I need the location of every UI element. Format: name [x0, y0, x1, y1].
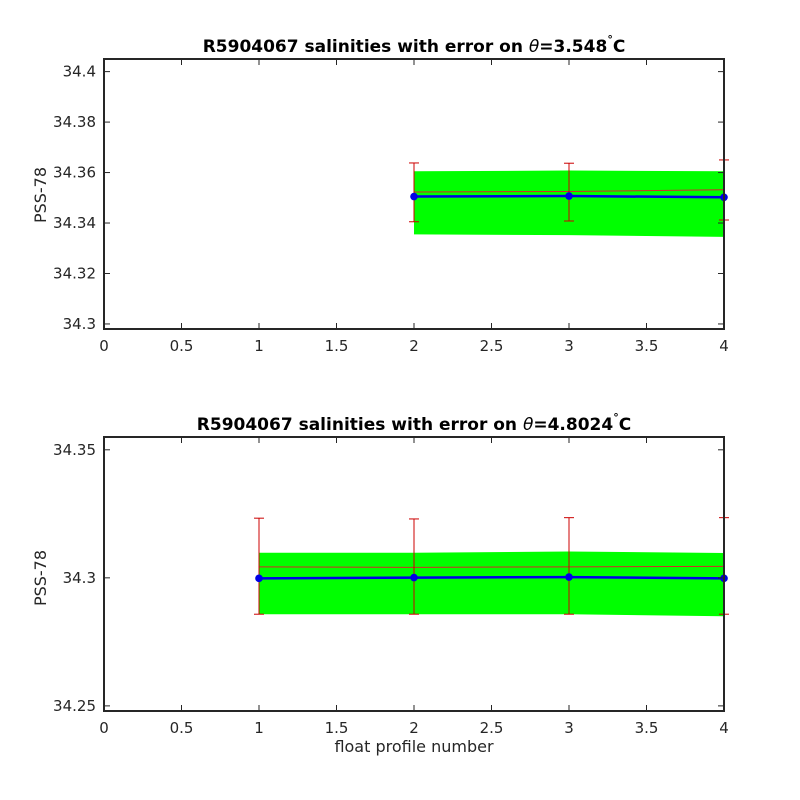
bottom-x-tick-label: 4 — [719, 719, 729, 737]
bottom-error-bar — [564, 517, 574, 615]
top-x-tick-label: 0 — [99, 337, 109, 355]
bottom-float-salinity-line — [258, 575, 725, 580]
top-y-tick-label: 34.34 — [53, 214, 96, 232]
top-error-bar — [564, 162, 574, 222]
bottom-x-tick-label: 3 — [564, 719, 574, 737]
bottom-x-tick-label: 3.5 — [635, 719, 659, 737]
bottom-panel: R5904067 salinities with error on θ=4.80… — [31, 411, 729, 756]
top-y-tick-label: 34.3 — [63, 315, 96, 333]
top-plot-area: 0 0.5 1 1.5 2 2.5 3 3.5 4 34.3 34.32 34.34 34.36 34.3… — [53, 58, 729, 355]
top-x-tick-label: 1.5 — [325, 337, 349, 355]
x-axis-label: float profile number — [334, 737, 494, 756]
bottom-x-tick-label: 1.5 — [325, 719, 349, 737]
bottom-chart-title: R5904067 salinities with error on θ=4.80… — [197, 411, 631, 435]
bottom-plot-area: 0 0.5 1 1.5 2 2.5 3 3.5 4 34.25 34.3 34.35 — [53, 436, 729, 737]
bottom-y-tick-label: 34.3 — [63, 569, 96, 587]
bottom-y-axis-label: PSS-78 — [31, 550, 50, 606]
top-chart-title: R5904067 salinities with error on θ=3.54… — [203, 33, 626, 57]
top-float-salinity-point — [410, 192, 418, 201]
bottom-error-band — [259, 551, 724, 617]
bottom-y-tick-label: 34.25 — [53, 697, 96, 715]
bottom-float-salinity-point — [255, 574, 263, 583]
bottom-x-tick-label: 2 — [409, 719, 419, 737]
bottom-error-bar — [409, 518, 419, 615]
top-x-tick-label: 3.5 — [635, 337, 659, 355]
bottom-error-bar — [254, 517, 264, 615]
bottom-float-salinity-point — [565, 573, 573, 581]
bottom-x-tick-label: 1 — [254, 719, 264, 737]
top-y-axis-label: PSS-78 — [31, 167, 50, 223]
bottom-x-tick-label: 0.5 — [170, 719, 194, 737]
top-y-tick-label: 34.32 — [53, 264, 96, 282]
top-error-bar — [409, 162, 419, 223]
bottom-float-salinity-point — [410, 573, 418, 582]
top-x-tick-label: 3 — [564, 337, 574, 355]
top-y-tick-label: 34.38 — [53, 113, 96, 131]
bottom-mapped-salinity-line — [258, 565, 725, 568]
bottom-y-tick-label: 34.35 — [53, 441, 96, 459]
bottom-x-tick-label: 2.5 — [480, 719, 504, 737]
top-panel: R5904067 salinities with error on θ=3.54… — [31, 33, 729, 355]
top-x-tick-label: 4 — [719, 337, 729, 355]
top-y-tick-label: 34.36 — [53, 164, 96, 182]
top-float-salinity-point — [565, 192, 573, 200]
top-x-tick-label: 2.5 — [480, 337, 504, 355]
top-x-tick-label: 1 — [254, 337, 264, 355]
top-y-tick-label: 34.4 — [63, 63, 96, 81]
bottom-x-tick-label: 0 — [99, 719, 109, 737]
top-x-tick-label: 2 — [409, 337, 419, 355]
top-x-tick-label: 0.5 — [170, 337, 194, 355]
